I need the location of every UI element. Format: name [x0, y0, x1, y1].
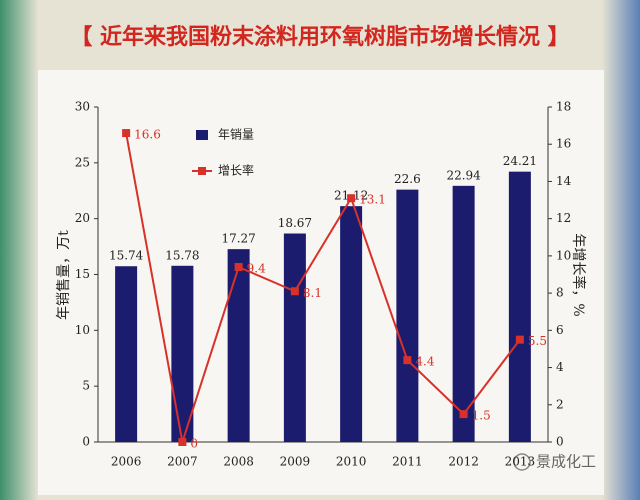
y-tick-label: 25 — [75, 155, 90, 169]
legend-marker — [198, 167, 206, 175]
bar-label: 18.67 — [278, 216, 312, 230]
bar — [115, 266, 138, 442]
growth-marker — [122, 129, 131, 138]
bar-label: 15.74 — [109, 249, 144, 263]
x-tick-label: 2010 — [336, 455, 367, 469]
bar — [508, 171, 531, 442]
growth-marker — [403, 356, 412, 365]
y-tick-label: 30 — [75, 100, 90, 114]
y2-tick-label: 6 — [556, 323, 564, 337]
x-tick-label: 2006 — [111, 455, 142, 469]
bar-label: 15.78 — [165, 248, 199, 262]
growth-label: 13.1 — [359, 193, 386, 207]
legend-swatch — [196, 130, 208, 140]
growth-line — [125, 132, 521, 443]
growth-label: 4.4 — [415, 355, 434, 369]
y-tick-label: 0 — [82, 435, 90, 449]
bar — [283, 233, 306, 442]
y-tick-label: 10 — [75, 323, 90, 337]
bar — [171, 265, 194, 442]
watermark-icon — [513, 453, 531, 471]
bar-label: 22.6 — [394, 172, 421, 186]
legend-label: 年销量 — [218, 128, 254, 142]
chart-title: 【 近年来我国粉末涂料用环氧树脂市场增长情况 】 — [70, 24, 569, 50]
bar — [452, 185, 475, 442]
growth-marker — [178, 438, 187, 446]
x-tick-label: 2011 — [392, 455, 423, 469]
y-tick-label: 15 — [75, 267, 90, 281]
y2-tick-label: 0 — [556, 435, 564, 449]
bar-label: 24.21 — [503, 154, 537, 168]
y-tick-label: 20 — [75, 211, 90, 225]
x-tick-label: 2008 — [223, 455, 254, 469]
bar — [396, 189, 419, 442]
growth-marker — [290, 287, 299, 296]
y-axis-label: 年销售量，万t — [56, 230, 72, 320]
y2-tick-label: 2 — [556, 397, 564, 411]
growth-marker — [234, 263, 243, 272]
y2-tick-label: 4 — [556, 360, 564, 374]
growth-marker — [347, 194, 356, 203]
x-tick-label: 2012 — [448, 455, 479, 469]
bar — [227, 249, 250, 442]
growth-label: 5.5 — [528, 334, 547, 348]
y2-tick-label: 14 — [556, 174, 572, 188]
y2-tick-label: 18 — [556, 100, 571, 114]
legend-label: 增长率 — [218, 163, 254, 178]
y2-axis-label: 年增长率，% — [570, 233, 587, 316]
watermark: 景成化工 — [513, 453, 596, 471]
growth-label: 8.1 — [303, 286, 322, 300]
growth-marker — [515, 335, 524, 344]
bar-label: 17.27 — [221, 232, 255, 246]
growth-label: 0 — [190, 437, 198, 451]
x-tick-label: 2009 — [280, 455, 311, 469]
watermark-text: 景成化工 — [536, 453, 596, 471]
growth-label: 9.4 — [247, 262, 266, 276]
bar — [340, 206, 363, 442]
x-tick-label: 2013 — [505, 455, 536, 469]
bar-label: 22.94 — [446, 168, 481, 182]
x-tick-label: 2007 — [167, 455, 198, 469]
growth-label: 16.6 — [134, 128, 161, 142]
y2-tick-label: 10 — [556, 248, 571, 262]
y2-tick-label: 16 — [556, 137, 571, 151]
y-tick-label: 5 — [82, 379, 90, 393]
y2-tick-label: 8 — [556, 286, 564, 300]
growth-marker — [459, 410, 468, 419]
y2-tick-label: 12 — [556, 211, 571, 225]
growth-label: 1.5 — [472, 409, 491, 423]
